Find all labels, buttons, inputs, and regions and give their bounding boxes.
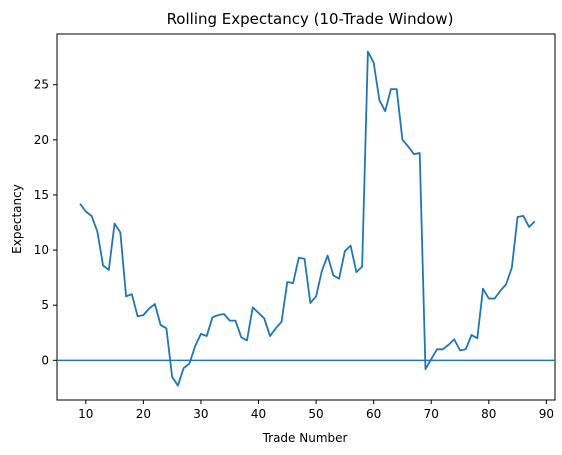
plot-area: 10 20 30 40 50 60 70 80 90 0 5 10 15 20 25 [34, 33, 556, 421]
series-line-expectancy [79, 50, 536, 387]
x-tick-label: 60 [366, 407, 381, 421]
x-tick-label: 80 [481, 407, 496, 421]
y-tick-label: 15 [34, 188, 49, 202]
x-axis: 10 20 30 40 50 60 70 80 90 [78, 400, 554, 421]
y-axis-label: Expectancy [10, 184, 24, 254]
x-tick-label: 70 [424, 407, 439, 421]
x-tick-label: 40 [251, 407, 266, 421]
plot-frame [56, 33, 556, 401]
x-axis-label: Trade Number [262, 431, 348, 445]
y-tick-label: 25 [34, 78, 49, 92]
x-tick-label: 90 [539, 407, 554, 421]
y-tick-label: 0 [41, 353, 49, 367]
x-tick-label: 50 [308, 407, 323, 421]
x-tick-label: 30 [193, 407, 208, 421]
x-tick-label: 20 [136, 407, 151, 421]
y-tick-label: 5 [41, 298, 49, 312]
y-tick-label: 10 [34, 243, 49, 257]
chart-title: Rolling Expectancy (10-Trade Window) [167, 10, 454, 28]
x-tick-label: 10 [78, 407, 93, 421]
y-axis: 0 5 10 15 20 25 [34, 78, 57, 367]
y-tick-label: 20 [34, 133, 49, 147]
